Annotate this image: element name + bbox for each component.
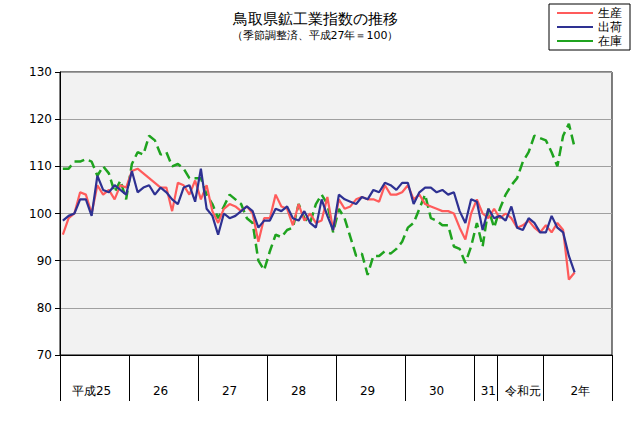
svg-text:70: 70: [37, 348, 52, 362]
svg-text:28: 28: [291, 384, 306, 398]
svg-text:（季節調整済、平成27年＝100）: （季節調整済、平成27年＝100）: [232, 29, 399, 42]
svg-text:令和元: 令和元: [505, 384, 541, 398]
svg-text:2年: 2年: [571, 384, 591, 398]
svg-text:100: 100: [29, 207, 52, 221]
svg-text:生産: 生産: [598, 6, 622, 20]
svg-text:30: 30: [429, 384, 444, 398]
svg-text:出荷: 出荷: [598, 20, 622, 34]
svg-text:29: 29: [360, 384, 375, 398]
svg-text:31: 31: [481, 384, 496, 398]
svg-text:120: 120: [29, 112, 52, 126]
svg-text:26: 26: [153, 384, 168, 398]
svg-text:130: 130: [29, 65, 52, 79]
svg-text:鳥取県鉱工業指数の推移: 鳥取県鉱工業指数の推移: [232, 10, 398, 28]
svg-text:在庫: 在庫: [598, 34, 622, 48]
svg-text:80: 80: [37, 301, 52, 315]
svg-text:27: 27: [222, 384, 237, 398]
svg-text:平成25: 平成25: [72, 384, 111, 398]
svg-text:90: 90: [37, 254, 52, 268]
svg-text:110: 110: [29, 159, 52, 173]
